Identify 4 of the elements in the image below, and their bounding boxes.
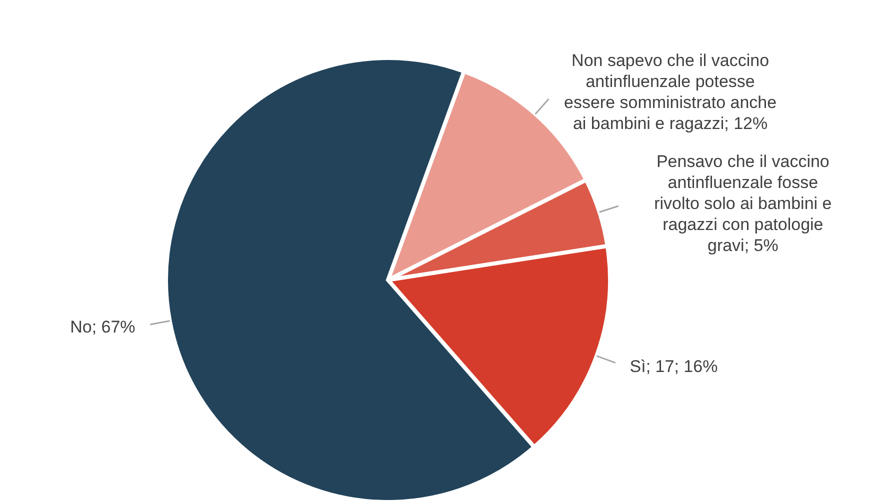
slice-label: Pensavo che il vaccino antinfluenzale fosse rivolto solo ai bambini e ragazzi con patologie gravi; 5% bbox=[654, 151, 832, 254]
slice-label: Sì; 17; 16% bbox=[630, 356, 718, 376]
slice-label: No; 67% bbox=[70, 316, 136, 336]
slice-label: Non sapevo che il vaccino antinfluenzale potesse essere somministrato anche ai bambini e ragazzi; 12% bbox=[564, 50, 777, 133]
